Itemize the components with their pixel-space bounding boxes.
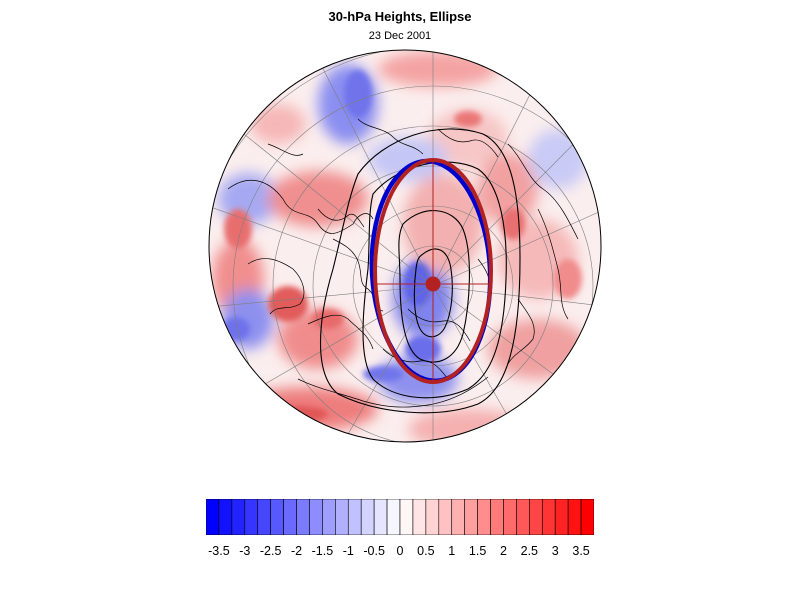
coastlines — [227, 118, 579, 408]
colorbar-labels: -3.5 -3 -2.5 -2 -1.5 -1 -0.5 0 0.5 1 1.5 2 2.5 3 3.5 — [0, 544, 800, 564]
colorbar-tick-label: -1.5 — [311, 544, 334, 558]
polar-map-svg — [208, 49, 602, 443]
colorbar-box — [283, 499, 297, 535]
colorbar-box — [244, 499, 259, 535]
colorbar-box — [373, 499, 388, 535]
colorbar-tick-label: -3 — [239, 544, 251, 558]
colorbar-tick-label: -1 — [342, 544, 354, 558]
colorbar-tick-label: -2 — [290, 544, 303, 558]
colorbar-box — [529, 499, 543, 535]
anomaly-field — [209, 50, 601, 442]
colorbar-box — [231, 499, 246, 535]
colorbar-box — [554, 499, 569, 535]
colorbar-box — [386, 499, 401, 535]
colorbar-box — [360, 499, 375, 535]
colorbar-box — [490, 499, 504, 535]
polar-map — [208, 49, 602, 443]
colorbar-box — [438, 499, 453, 535]
colorbar-box — [516, 499, 530, 535]
colorbar-tick-label: 1 — [448, 544, 456, 558]
colorbar-box — [296, 499, 310, 535]
map-title: 30-hPa Heights, Ellipse — [328, 9, 472, 24]
vortex-center-marker — [425, 276, 441, 292]
colorbar-box — [399, 499, 414, 535]
colorbar-tick-label: -3.5 — [208, 544, 230, 558]
colorbar-tick-label: -2.5 — [259, 544, 282, 558]
colorbar-box — [451, 499, 465, 535]
colorbar-box — [580, 499, 594, 535]
colorbar-tick-label: 1.5 — [468, 544, 487, 558]
colorbar-tick-label: -0.5 — [363, 544, 385, 558]
colorbar-tick-label: 0.5 — [417, 544, 435, 558]
colorbar-tick-label: 2.5 — [520, 544, 539, 558]
colorbar-box — [218, 499, 233, 535]
colorbar — [206, 499, 594, 535]
colorbar-box — [541, 499, 556, 535]
height-contours — [319, 128, 521, 414]
map-date: 23 Dec 2001 — [368, 30, 432, 42]
colorbar-box — [477, 499, 491, 535]
colorbar-tick-label: 0 — [396, 544, 404, 558]
colorbar-box — [412, 499, 427, 535]
colorbar-box — [335, 499, 349, 535]
colorbar-tick-label: 2 — [499, 544, 507, 558]
colorbar-box — [567, 499, 582, 535]
colorbar-box — [347, 499, 362, 535]
colorbar-tick-label: 3 — [551, 544, 559, 558]
colorbar-box — [322, 499, 336, 535]
colorbar-box — [464, 499, 478, 535]
globe-outline — [208, 49, 602, 443]
colorbar-box — [257, 499, 271, 535]
colorbar-box — [503, 499, 517, 535]
colorbar-box — [206, 499, 220, 535]
colorbar-box — [270, 499, 284, 535]
colorbar-tick-label: 3.5 — [572, 544, 590, 558]
colorbar-box — [425, 499, 440, 535]
colorbar-box — [309, 499, 323, 535]
